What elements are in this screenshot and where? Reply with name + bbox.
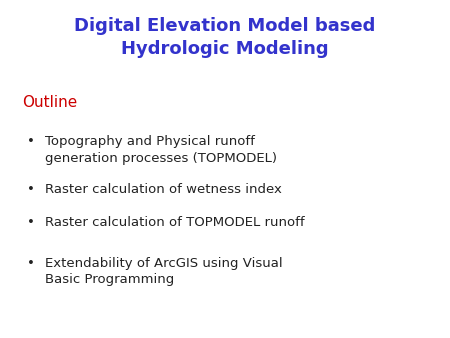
Text: •: • xyxy=(27,216,35,229)
Text: Extendability of ArcGIS using Visual
Basic Programming: Extendability of ArcGIS using Visual Bas… xyxy=(45,257,283,286)
Text: Topography and Physical runoff
generation processes (TOPMODEL): Topography and Physical runoff generatio… xyxy=(45,135,277,165)
Text: Outline: Outline xyxy=(22,95,78,110)
Text: •: • xyxy=(27,257,35,270)
Text: Raster calculation of TOPMODEL runoff: Raster calculation of TOPMODEL runoff xyxy=(45,216,305,229)
Text: •: • xyxy=(27,135,35,148)
Text: Digital Elevation Model based
Hydrologic Modeling: Digital Elevation Model based Hydrologic… xyxy=(74,17,376,58)
Text: •: • xyxy=(27,183,35,195)
Text: Raster calculation of wetness index: Raster calculation of wetness index xyxy=(45,183,282,195)
